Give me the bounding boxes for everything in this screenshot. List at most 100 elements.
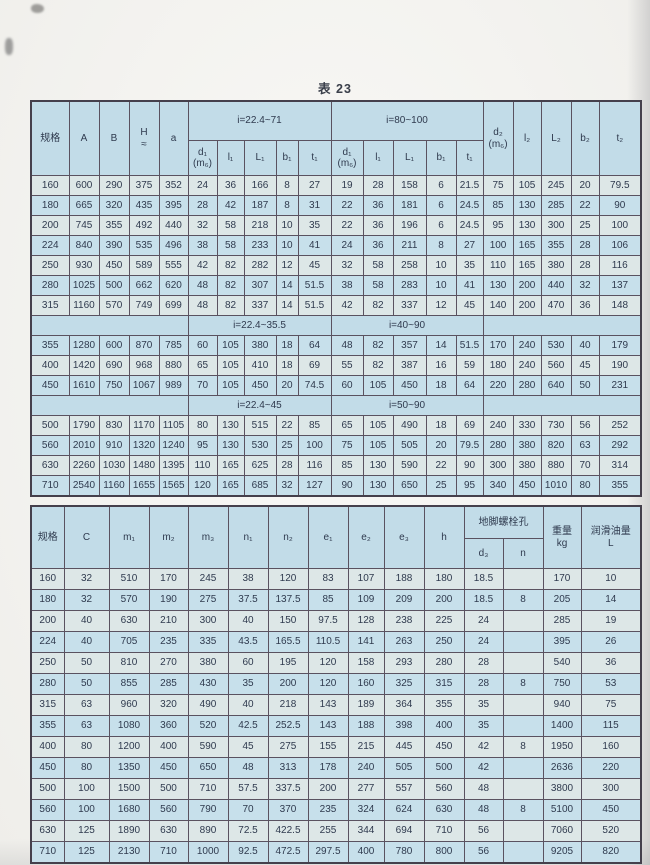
- value-cell: 292: [598, 435, 642, 456]
- value-cell: 48: [330, 335, 364, 356]
- value-cell: 90: [330, 475, 364, 497]
- value-cell: 665: [68, 195, 100, 216]
- value-cell: 95: [482, 215, 514, 236]
- value-cell: 355: [98, 215, 130, 236]
- value-cell: 20: [570, 175, 600, 196]
- value-cell: 21.5: [455, 175, 484, 196]
- value-cell: 300: [540, 215, 572, 236]
- value-cell: 750: [98, 375, 130, 396]
- col-header-h: h: [423, 505, 465, 569]
- value-cell: 82: [216, 255, 245, 276]
- value-cell: 18: [275, 335, 299, 356]
- value-cell: 630: [108, 610, 150, 632]
- spec-cell: 224: [30, 235, 70, 256]
- value-cell: 490: [392, 415, 427, 436]
- table-row: 630 125 1890 630 890 72.5 422.5 255 344 694 710 56 7…: [30, 820, 642, 842]
- value-cell: 28: [362, 175, 394, 196]
- value-cell: 8: [502, 736, 544, 758]
- table-row: 160 600 290 375 352 24 36 166 8 27 19 28 158 6 21.5 75 1…: [30, 175, 642, 196]
- value-cell: 115: [580, 715, 642, 737]
- value-cell: 80: [187, 415, 218, 436]
- value-cell: 3800: [542, 778, 582, 800]
- value-cell: 300: [482, 455, 514, 476]
- col-header-b1-g2: b₁: [425, 140, 457, 176]
- value-cell: 141: [347, 631, 385, 653]
- value-cell: 650: [187, 757, 229, 779]
- table-row: 315 63 960 320 490 40 218 143 189 364 355 35 940 75: [30, 694, 642, 716]
- value-cell: 710: [148, 841, 189, 864]
- value-cell: 360: [148, 715, 189, 737]
- value-cell: 225: [423, 610, 465, 632]
- table-row: 200 745 355 492 440 32 58 218 10 35 22 36 196 6 24.5 95…: [30, 215, 642, 236]
- value-cell: 105: [362, 435, 394, 456]
- value-cell: 6: [425, 175, 457, 196]
- value-cell: 500: [423, 757, 465, 779]
- value-cell: 395: [158, 195, 189, 216]
- value-cell: 32: [63, 589, 110, 611]
- value-cell: 1025: [68, 275, 100, 296]
- value-cell: 190: [148, 589, 189, 611]
- value-cell: 330: [512, 415, 542, 436]
- col-header-d1-g2: d₁ (m₆): [330, 140, 364, 176]
- value-cell: 25: [425, 475, 457, 497]
- value-cell: 143: [307, 694, 349, 716]
- value-cell: 18: [425, 375, 457, 396]
- spec-cell: 250: [30, 652, 65, 674]
- value-cell: 14: [275, 295, 299, 316]
- spec-cell: 630: [30, 820, 65, 842]
- spec-cell: 400: [30, 355, 70, 376]
- value-cell: 1680: [108, 799, 150, 821]
- value-cell: 32: [63, 568, 110, 590]
- value-cell: 35: [463, 715, 504, 737]
- value-cell: 560: [540, 355, 572, 376]
- value-cell: 143: [307, 715, 349, 737]
- value-cell: 22: [275, 415, 299, 436]
- value-cell: 8: [425, 235, 457, 256]
- value-cell: 80: [63, 757, 110, 779]
- value-cell: 18.5: [463, 568, 504, 590]
- spec-cell: 250: [30, 255, 70, 276]
- value-cell: [502, 652, 544, 674]
- value-cell: 22: [425, 455, 457, 476]
- value-cell: 2636: [542, 757, 582, 779]
- value-cell: 380: [540, 255, 572, 276]
- value-cell: 64: [297, 335, 332, 356]
- ratio-band-row: i=22.4~45 i=50~90: [30, 395, 642, 416]
- value-cell: 100: [598, 215, 642, 236]
- value-cell: 880: [540, 455, 572, 476]
- value-cell: 22: [330, 215, 364, 236]
- value-cell: 125: [63, 820, 110, 842]
- value-cell: 240: [512, 355, 542, 376]
- value-cell: 140: [482, 295, 514, 316]
- col-header-a: a: [158, 100, 189, 176]
- col-header-C: C: [63, 505, 110, 569]
- table1-body: 160 600 290 375 352 24 36 166 8 27 19 28 158 6 21.5 75 1…: [30, 175, 642, 497]
- value-cell: 60: [187, 335, 218, 356]
- col-header-b1-g1: b₁: [275, 140, 299, 176]
- value-cell: 590: [187, 736, 229, 758]
- value-cell: 42.5: [227, 715, 269, 737]
- spec-cell: 710: [30, 841, 65, 864]
- value-cell: 960: [108, 694, 150, 716]
- value-cell: 380: [243, 335, 277, 356]
- value-cell: 20: [425, 435, 457, 456]
- value-cell: 22: [330, 195, 364, 216]
- value-cell: 398: [383, 715, 425, 737]
- value-cell: 820: [580, 841, 642, 864]
- value-cell: 209: [383, 589, 425, 611]
- value-cell: 220: [580, 757, 642, 779]
- value-cell: 14: [275, 275, 299, 296]
- value-cell: 290: [98, 175, 130, 196]
- value-cell: 320: [98, 195, 130, 216]
- col-header-n: n: [502, 538, 544, 569]
- value-cell: 315: [423, 673, 465, 695]
- value-cell: 400: [148, 736, 189, 758]
- value-cell: 79.5: [598, 175, 642, 196]
- spec-cell: 355: [30, 715, 65, 737]
- spec-cell: 180: [30, 589, 65, 611]
- value-cell: 275: [187, 589, 229, 611]
- value-cell: 150: [267, 610, 309, 632]
- value-cell: 8: [502, 673, 544, 695]
- value-cell: 200: [512, 275, 542, 296]
- value-cell: [502, 568, 544, 590]
